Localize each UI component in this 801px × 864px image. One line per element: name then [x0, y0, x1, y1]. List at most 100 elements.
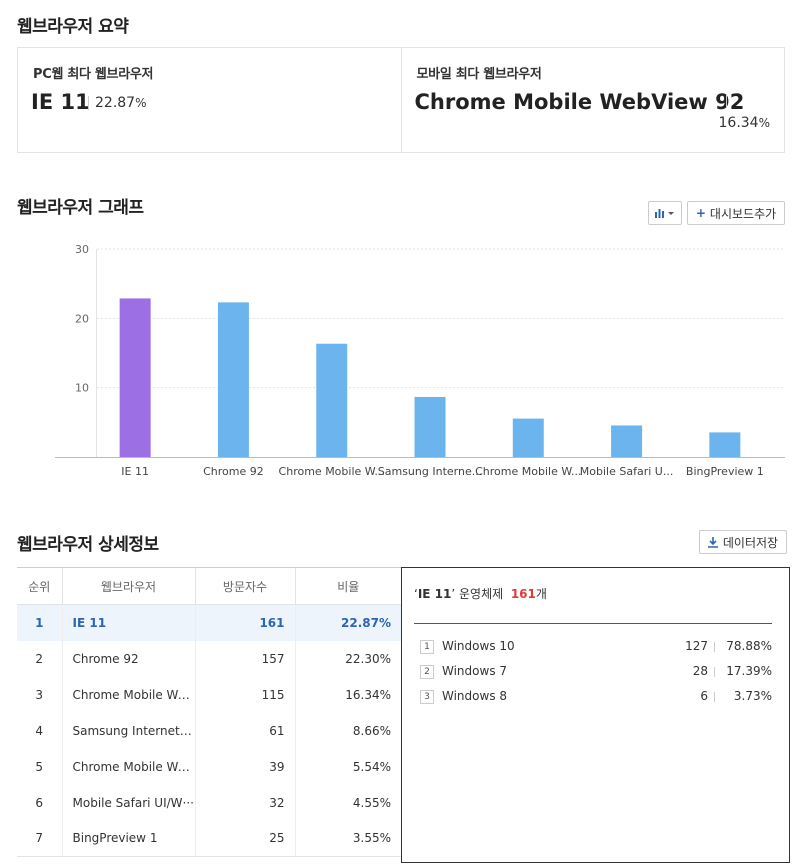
visits-cell: 32	[194, 784, 295, 821]
x-tick-label: Mobile Safari U...	[580, 465, 674, 478]
table-row[interactable]: 2 Chrome 92 157 22.30%	[17, 640, 401, 677]
chart-type-dropdown[interactable]	[648, 201, 682, 225]
table-row[interactable]: 4 Samsung Internet 14 61 8.66%	[17, 712, 401, 749]
bar-chart-icon	[655, 209, 674, 218]
browser-name-cell: IE 11	[61, 604, 195, 641]
visits-cell: 61	[194, 712, 295, 749]
os-name: Windows 7	[442, 664, 508, 678]
table-row[interactable]: 6 Mobile Safari UI/W··· 32 4.55%	[17, 784, 401, 821]
divider	[88, 96, 89, 110]
ratio-cell: 22.30%	[294, 640, 401, 677]
browser-name-cell: BingPreview 1	[61, 820, 195, 857]
table-row[interactable]: 5 Chrome Mobile We··· 39 5.54%	[17, 748, 401, 785]
rank-cell: 4	[35, 723, 44, 738]
pc-top-browser-pct: 22.87%	[95, 95, 147, 111]
x-tick-label: Chrome 92	[203, 465, 264, 478]
add-dashboard-label: 대시보드추가	[709, 206, 777, 221]
bar-2	[217, 302, 249, 457]
os-name: Windows 10	[442, 639, 515, 653]
plus-icon: +	[695, 206, 706, 220]
rank-cell: 7	[17, 820, 62, 857]
mobile-top-browser-card: 모바일 최다 웹브라우저 Chrome Mobile WebView 92 16…	[400, 48, 785, 152]
divider	[714, 667, 715, 677]
col-ratio-header: 비율	[294, 567, 401, 605]
rank-cell: 3	[35, 687, 44, 702]
add-dashboard-button[interactable]: + 대시보드추가	[687, 201, 785, 225]
os-list-item: 1 Windows 10 127 78.88%	[420, 638, 772, 656]
os-name: Windows 8	[442, 689, 508, 703]
browser-bar-chart: 10 20 30 IE 11 Chrome 92 Chrome Mobile W...Sa…	[55, 243, 785, 478]
os-pct: 78.88%	[726, 639, 772, 653]
divider	[725, 94, 727, 108]
divider	[414, 623, 772, 624]
chevron-down-icon	[668, 212, 674, 215]
table-header-row: 순위 웹브라우저 방문자수 비율	[17, 567, 401, 605]
y-tick-label: 20	[75, 312, 89, 325]
os-detail-panel: ‘IE 11’ 운영체제 161개 1 Windows 10 127 78.88% 2 W…	[401, 567, 790, 863]
table-row[interactable]: 1 IE 11 161 22.87%	[17, 604, 401, 641]
pc-top-browser-label: PC웹 최다 웹브라우저	[33, 67, 154, 82]
col-rank-header: 순위	[17, 567, 62, 605]
browser-name-cell: Mobile Safari UI/W···	[61, 784, 195, 821]
divider	[714, 692, 715, 702]
browser-name-cell: Chrome 92	[61, 640, 195, 677]
visits-cell: 115	[194, 676, 295, 713]
table-row[interactable]: 3 Chrome Mobile We··· 115 16.34%	[17, 676, 401, 713]
pc-top-browser-name: IE 11	[31, 90, 90, 114]
bar-3	[316, 343, 348, 457]
os-count: 6	[700, 689, 708, 703]
graph-title: 웹브라우저 그래프	[17, 198, 144, 218]
browser-name-cell: Chrome Mobile We···	[61, 748, 195, 785]
visits-cell: 25	[194, 820, 295, 857]
col-browser-header: 웹브라우저	[61, 567, 195, 605]
summary-title: 웹브라우저 요약	[17, 17, 129, 37]
os-list-item: 2 Windows 7 28 17.39%	[420, 663, 772, 681]
os-pct: 3.73%	[733, 689, 772, 703]
x-tick-label: BingPreview 1	[686, 465, 764, 478]
summary-box: PC웹 최다 웹브라우저 IE 11 22.87% 모바일 최다 웹브라우저 C…	[17, 47, 785, 153]
download-icon	[707, 536, 718, 548]
save-data-label: 데이터저장	[722, 535, 779, 550]
rank-cell: 2	[35, 651, 44, 666]
visits-cell: 39	[194, 748, 295, 785]
mobile-top-browser-name: Chrome Mobile WebView 92	[414, 90, 745, 114]
visits-cell: 161	[194, 604, 295, 641]
save-data-button[interactable]: 데이터저장	[699, 530, 787, 554]
bar-5	[512, 418, 544, 457]
y-tick-label: 30	[75, 243, 89, 256]
os-rank-badge: 3	[420, 690, 434, 704]
ratio-cell: 4.55%	[294, 784, 401, 821]
os-list-item: 3 Windows 8 6 3.73%	[420, 688, 772, 706]
table-row[interactable]: 7 BingPreview 1 25 3.55%	[17, 820, 401, 857]
browser-name-cell: Chrome Mobile We···	[61, 676, 195, 713]
browser-detail-table: 순위 웹브라우저 방문자수 비율 1 IE 11 161 22.87% 2 Chrome …	[17, 567, 401, 857]
os-rank-badge: 1	[420, 640, 434, 654]
ratio-cell: 16.34%	[294, 676, 401, 713]
ratio-cell: 22.87%	[294, 604, 401, 641]
visits-cell: 157	[194, 640, 295, 677]
rank-cell: 5	[35, 759, 44, 774]
x-tick-label: IE 11	[121, 465, 149, 478]
os-pct: 17.39%	[726, 664, 772, 678]
divider	[714, 642, 715, 652]
ratio-cell: 5.54%	[294, 748, 401, 785]
bar-1	[119, 298, 151, 457]
x-tick-label: Chrome Mobile W...	[279, 465, 385, 478]
details-title: 웹브라우저 상세정보	[17, 535, 159, 555]
col-visits-header: 방문자수	[194, 567, 295, 605]
bar-7	[709, 432, 741, 457]
os-count: 127	[685, 639, 708, 653]
browser-name-cell: Samsung Internet 14	[61, 712, 195, 749]
pc-top-browser-card: PC웹 최다 웹브라우저 IE 11 22.87%	[18, 48, 401, 152]
rank-cell: 1	[17, 604, 62, 641]
mobile-top-browser-label: 모바일 최다 웹브라우저	[416, 67, 542, 82]
ratio-cell: 8.66%	[294, 712, 401, 749]
x-tick-label: Samsung Interne...	[378, 465, 482, 478]
bar-4	[414, 396, 446, 457]
bar-6	[611, 425, 643, 457]
mobile-top-browser-pct: 16.34%	[718, 115, 771, 131]
os-count: 28	[692, 664, 708, 678]
os-rank-badge: 2	[420, 665, 434, 679]
y-tick-label: 10	[75, 382, 89, 395]
ratio-cell: 3.55%	[294, 820, 401, 857]
